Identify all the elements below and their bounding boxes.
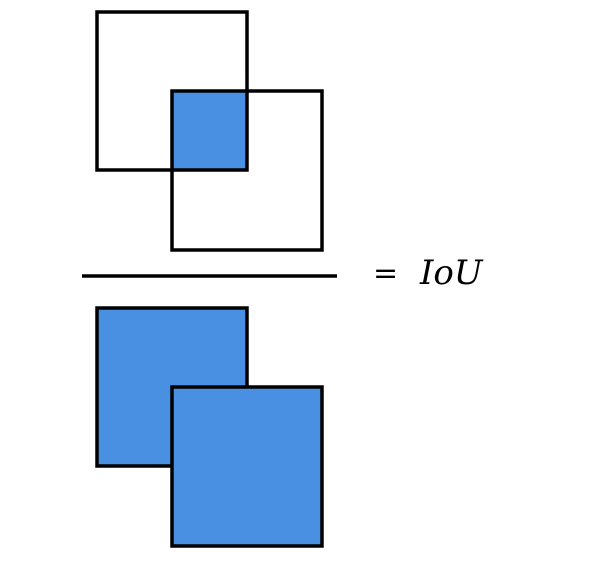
numerator-intersection: [95, 10, 324, 252]
numerator-box-b: [170, 89, 324, 252]
denominator-box-b: [170, 385, 324, 548]
denominator-union: [95, 306, 324, 548]
equals-sign: =: [373, 256, 398, 291]
intersection-fill: [172, 91, 247, 170]
iou-label: IoU: [419, 253, 484, 293]
